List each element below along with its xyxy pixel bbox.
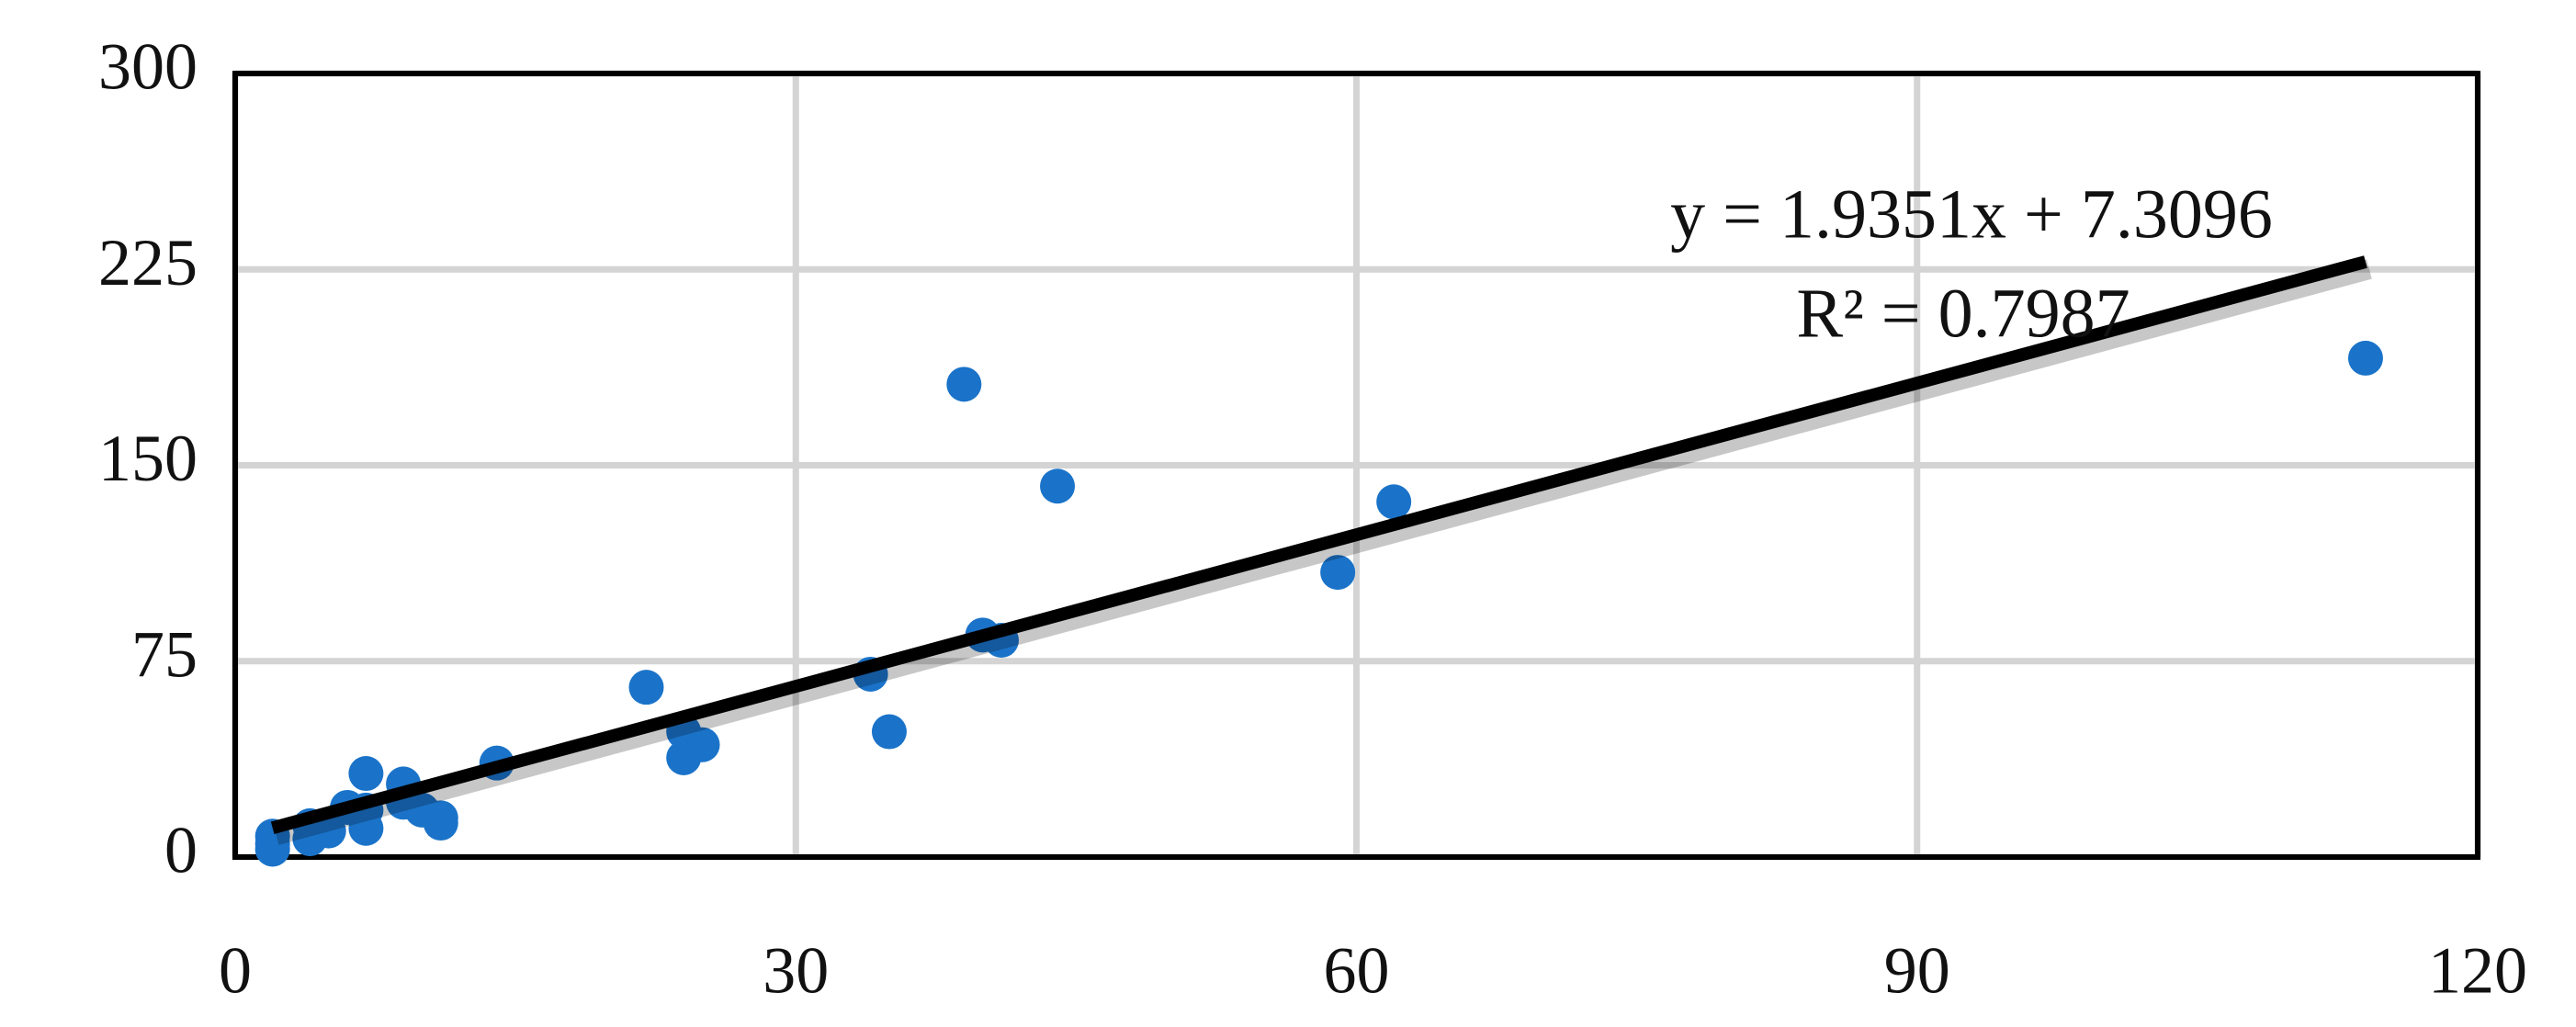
point [348, 756, 384, 792]
point [628, 670, 664, 705]
x-tick-label: 120 [2428, 934, 2527, 1008]
x-tick-label: 30 [763, 934, 829, 1008]
trendline-shadow [273, 259, 2372, 845]
point [1376, 484, 1412, 520]
x-tick-label: 90 [1884, 934, 1950, 1008]
point [946, 367, 982, 402]
x-tick-label: 60 [1324, 934, 1390, 1008]
x-tick-label: 0 [219, 934, 252, 1008]
y-tick-label: 150 [98, 422, 198, 495]
point [311, 813, 346, 849]
y-tick-label: 225 [98, 226, 198, 299]
trendline-equation: y = 1.9351x + 7.3096 [1670, 175, 2273, 253]
point [2347, 340, 2383, 376]
point [423, 806, 458, 841]
trendline [270, 255, 2367, 834]
r-squared-label: R² = 0.7987 [1796, 275, 2130, 352]
point [871, 714, 907, 750]
y-tick-label: 300 [98, 30, 198, 104]
point [1320, 555, 1356, 591]
point [1040, 468, 1076, 504]
y-tick-label: 0 [164, 814, 198, 887]
y-tick-label: 75 [131, 617, 198, 691]
point [684, 727, 720, 762]
plot-border [232, 71, 2480, 860]
